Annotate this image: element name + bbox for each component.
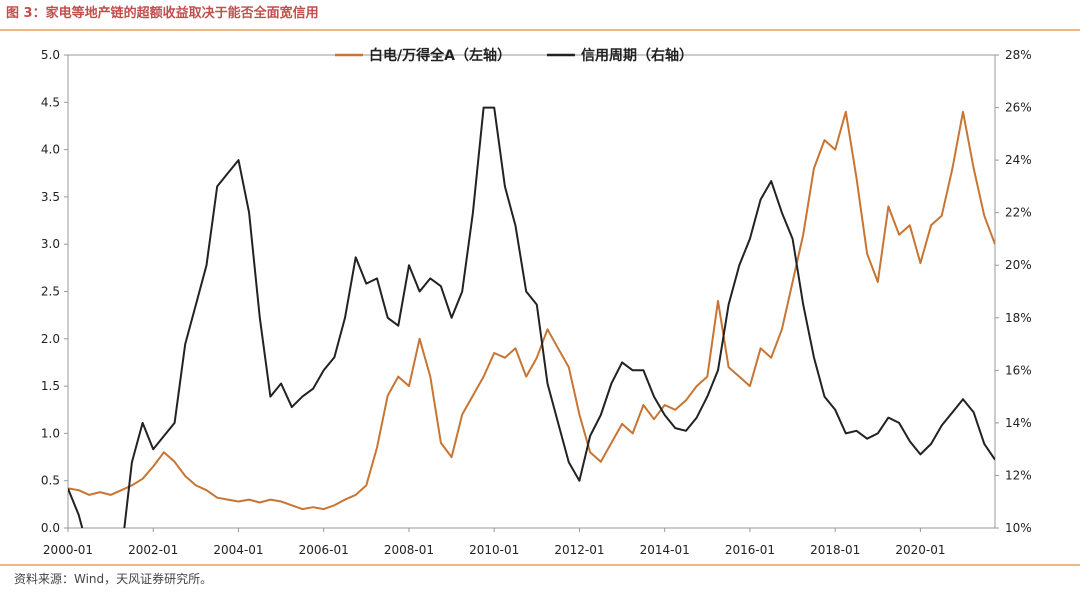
x-tick-label: 2018-01 bbox=[810, 543, 860, 557]
series-line bbox=[68, 106, 995, 528]
y-tick-label: 1.5 bbox=[41, 379, 60, 393]
y2-tick-label: 24% bbox=[1005, 153, 1032, 167]
y-tick-label: 3.0 bbox=[41, 237, 60, 251]
y2-tick-label: 20% bbox=[1005, 258, 1032, 272]
y-tick-label: 3.5 bbox=[41, 190, 60, 204]
plot-area bbox=[68, 106, 995, 528]
y-tick-label: 5.0 bbox=[41, 48, 60, 62]
x-tick-label: 2008-01 bbox=[384, 543, 434, 557]
x-tick-label: 2012-01 bbox=[554, 543, 604, 557]
y-tick-label: 0.5 bbox=[41, 474, 60, 488]
legend-label: 信用周期（右轴） bbox=[581, 47, 693, 64]
y-tick-label: 4.0 bbox=[41, 143, 60, 157]
source: 资料来源：Wind，天风证券研究所。 bbox=[14, 571, 212, 586]
chart-title: 图 3：家电等地产链的超额收益取决于能否全面宽信用 bbox=[6, 5, 319, 21]
y2-tick-label: 18% bbox=[1005, 311, 1032, 325]
y2-tick-label: 26% bbox=[1005, 101, 1032, 115]
y2-tick-label: 22% bbox=[1005, 206, 1032, 220]
x-tick-label: 2014-01 bbox=[640, 543, 690, 557]
x-tick-label: 2016-01 bbox=[725, 543, 775, 557]
y-tick-label: 0.0 bbox=[41, 521, 60, 535]
legend-label: 白电/万得全A（左轴） bbox=[369, 47, 511, 64]
x-tick-label: 2010-01 bbox=[469, 543, 519, 557]
x-tick-label: 2006-01 bbox=[299, 543, 349, 557]
y-tick-label: 2.0 bbox=[41, 332, 60, 346]
x-tick-label: 2000-01 bbox=[43, 543, 93, 557]
y-tick-label: 2.5 bbox=[41, 285, 60, 299]
y2-tick-label: 14% bbox=[1005, 416, 1032, 430]
y-tick-label: 4.5 bbox=[41, 95, 60, 109]
y2-tick-label: 10% bbox=[1005, 521, 1032, 535]
series-line bbox=[68, 110, 995, 511]
y2-tick-label: 12% bbox=[1005, 468, 1032, 482]
y2-tick-label: 16% bbox=[1005, 363, 1032, 377]
plot-frame bbox=[67, 54, 996, 529]
x-tick-label: 2004-01 bbox=[213, 543, 263, 557]
y2-tick-label: 28% bbox=[1005, 48, 1032, 62]
x-tick-label: 2020-01 bbox=[895, 543, 945, 557]
y-tick-label: 1.0 bbox=[41, 426, 60, 440]
x-tick-label: 2002-01 bbox=[128, 543, 178, 557]
